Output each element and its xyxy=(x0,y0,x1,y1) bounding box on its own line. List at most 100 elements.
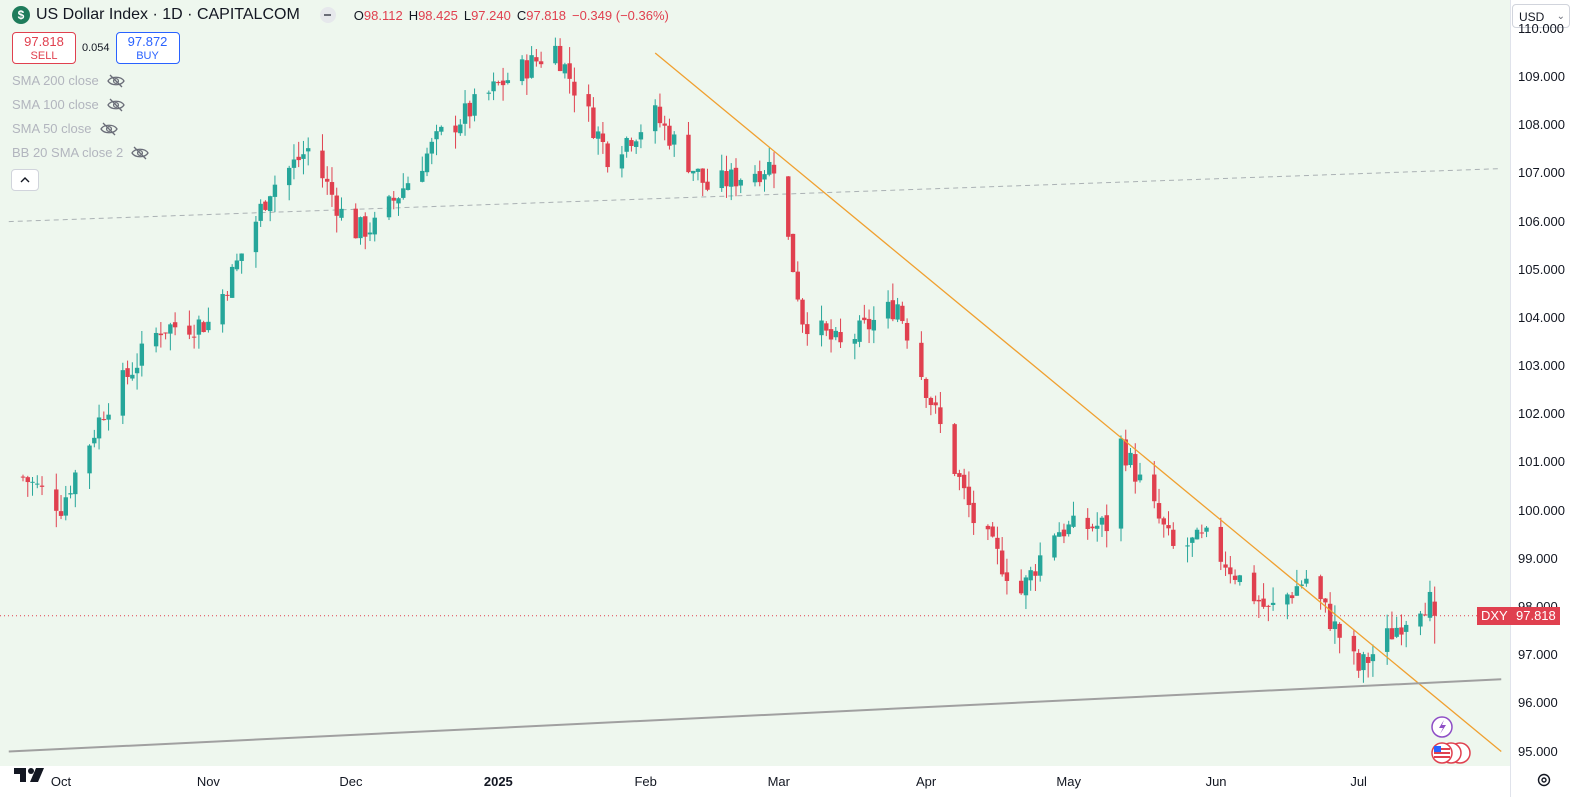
candle-body xyxy=(225,294,230,296)
candle-body xyxy=(729,169,734,187)
collapse-indicators-button[interactable] xyxy=(11,169,39,191)
candle-body xyxy=(1133,454,1138,482)
candle-body xyxy=(538,61,544,65)
candle-body xyxy=(1266,605,1271,607)
candle-body xyxy=(39,485,45,487)
eye-crossed-icon[interactable] xyxy=(99,122,118,136)
trade-panel: 97.818 SELL 0.054 97.872 BUY xyxy=(12,32,180,64)
time-axis-label: 2025 xyxy=(483,774,513,789)
last-price-tag: 97.818 xyxy=(1512,606,1560,625)
candle-body xyxy=(363,216,368,237)
candle-body xyxy=(957,473,962,477)
candle-body xyxy=(35,483,40,485)
candle-body xyxy=(234,260,240,270)
ohlc-open: 98.112 xyxy=(363,7,403,23)
candle-body xyxy=(824,323,829,331)
ohlc-l-label: L xyxy=(463,7,472,23)
candle-body xyxy=(971,502,976,524)
sell-button[interactable]: 97.818 SELL xyxy=(12,32,76,64)
candle-body xyxy=(158,333,164,336)
candle-body xyxy=(405,183,411,190)
price-tick-label: 95.000 xyxy=(1518,743,1558,759)
candle-body xyxy=(206,321,211,331)
candle-body xyxy=(239,253,244,261)
candle-body xyxy=(163,332,168,334)
candle-body xyxy=(1299,584,1304,586)
candle-body xyxy=(301,154,306,159)
candle-body xyxy=(1104,515,1109,532)
candle-body xyxy=(1228,567,1233,575)
candle-body xyxy=(25,477,30,483)
indicator-bb-20[interactable]: BB 20 SMA close 2 xyxy=(12,145,150,160)
candle-body xyxy=(771,164,777,174)
candle-body xyxy=(686,134,691,173)
candle-body xyxy=(890,300,896,320)
indicator-sma-50[interactable]: SMA 50 close xyxy=(12,121,118,136)
candle-body xyxy=(1018,580,1024,594)
candle-body xyxy=(995,537,1000,549)
symbol-title[interactable]: US Dollar Index · 1D · CAPITALCOM xyxy=(36,6,300,23)
candle-body xyxy=(1394,627,1399,637)
candle-body xyxy=(1403,624,1409,632)
candle-body xyxy=(130,374,135,379)
candle-body xyxy=(1223,564,1228,568)
candle-body xyxy=(895,304,900,320)
candle-body xyxy=(1090,526,1095,529)
plot-background xyxy=(0,0,1510,766)
chart-header: $ US Dollar Index · 1D · CAPITALCOM O98.… xyxy=(12,6,669,24)
eye-crossed-icon[interactable] xyxy=(106,74,125,88)
candle-body xyxy=(505,80,511,84)
candle-body xyxy=(1361,654,1366,671)
tradingview-logo-icon[interactable] xyxy=(14,766,48,784)
candle-body xyxy=(767,161,772,175)
price-tick-label: 102.000 xyxy=(1518,406,1565,422)
candle-body xyxy=(1023,577,1029,596)
candle-body xyxy=(871,319,877,331)
chart-area[interactable] xyxy=(0,0,1510,797)
gear-icon[interactable] xyxy=(1536,772,1552,788)
indicator-sma-200[interactable]: SMA 200 close xyxy=(12,73,125,88)
dashed-trend-line xyxy=(8,168,1502,223)
candle-body xyxy=(534,57,539,62)
candle-body xyxy=(1389,628,1395,640)
candle-body xyxy=(63,497,68,516)
events-icon[interactable] xyxy=(1428,715,1472,767)
candle-body xyxy=(467,102,473,117)
time-axis-label: Apr xyxy=(915,774,937,789)
candle-body xyxy=(1028,570,1033,581)
price-chart[interactable] xyxy=(0,0,1510,797)
candle-body xyxy=(866,318,872,330)
buy-button[interactable]: 97.872 BUY xyxy=(115,32,180,64)
eye-crossed-icon[interactable] xyxy=(131,146,150,160)
time-axis-label: Nov xyxy=(196,774,220,789)
indicator-label: SMA 100 close xyxy=(12,97,99,112)
candle-body xyxy=(733,167,739,187)
ohlc-change: −0.349 (−0.36%) xyxy=(572,7,669,23)
candle-body xyxy=(1085,517,1090,530)
indicator-sma-100[interactable]: SMA 100 close xyxy=(12,97,125,112)
candle-body xyxy=(795,271,800,300)
price-tick-label: 109.000 xyxy=(1518,69,1565,85)
time-axis-label: Jun xyxy=(1205,774,1227,789)
candle-body xyxy=(458,124,463,134)
candle-body xyxy=(524,60,530,79)
candle-body xyxy=(1261,598,1266,607)
price-tick-label: 105.000 xyxy=(1518,261,1565,277)
candle-body xyxy=(1356,652,1361,671)
candle-body xyxy=(904,322,910,341)
candle-body xyxy=(196,319,202,335)
candle-body xyxy=(296,156,301,161)
candle-body xyxy=(20,476,26,478)
candle-body xyxy=(201,322,206,333)
candle-body xyxy=(267,196,273,212)
candle-body xyxy=(1004,572,1010,581)
candle-body xyxy=(253,221,259,253)
currency-select[interactable]: USD ⌄ xyxy=(1512,4,1570,28)
price-tick-label: 104.000 xyxy=(1518,309,1565,325)
candle-body xyxy=(857,320,862,342)
eye-crossed-icon[interactable] xyxy=(106,98,125,112)
price-scale[interactable] xyxy=(1510,0,1573,797)
candle-body xyxy=(486,92,492,94)
candle-body xyxy=(153,332,159,347)
collapse-legend-button[interactable] xyxy=(319,7,336,23)
